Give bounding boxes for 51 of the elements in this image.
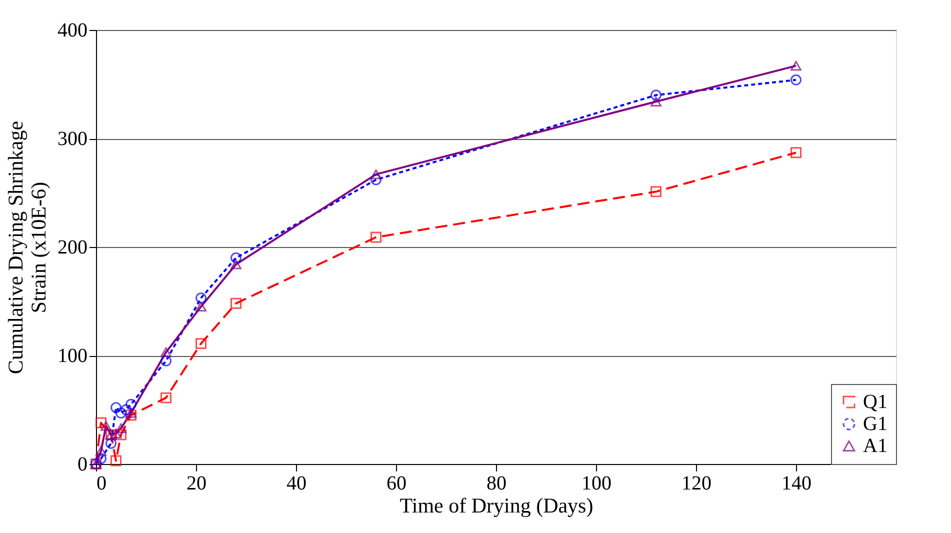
point (196, 292, 206, 304)
point (650, 90, 662, 101)
x-tick-label: 80 (486, 472, 506, 494)
point (370, 169, 382, 180)
point (160, 347, 172, 358)
x-tick-label: 140 (782, 472, 812, 494)
y-tick-label: 400 (58, 20, 88, 42)
x-tick-label: 0 (96, 472, 106, 494)
point (96, 453, 106, 464)
legend-label: Q1 (863, 391, 888, 413)
point (110, 402, 122, 414)
point (110, 428, 122, 438)
point (116, 408, 126, 418)
point (106, 438, 116, 449)
x-axis-title: Time of Drying (Days) (400, 494, 594, 518)
point (160, 355, 172, 366)
point (120, 404, 132, 416)
legend-label: A1 (863, 435, 888, 457)
point (126, 398, 136, 410)
point (790, 74, 802, 86)
point (196, 338, 206, 350)
point (126, 410, 136, 421)
legend-label: G1 (863, 413, 888, 435)
point (116, 429, 126, 440)
point (96, 417, 106, 428)
y-axis-title: Cumulative Drying Shrinkage Strain (x10E-6) (4, 120, 50, 374)
point (196, 302, 206, 312)
y-tick-label: 300 (58, 128, 88, 150)
point (370, 174, 382, 186)
point (230, 298, 242, 309)
point (160, 392, 172, 404)
y-tick-label: 0 (78, 454, 88, 476)
x-tick-label: 20 (186, 472, 206, 494)
point (650, 96, 662, 106)
x-tick-label: 40 (286, 472, 306, 494)
point (230, 260, 242, 270)
point (790, 60, 802, 71)
point (126, 408, 136, 418)
point (370, 232, 382, 243)
point (116, 423, 126, 434)
x-tick-label: 120 (682, 472, 712, 494)
x-tick-label: 60 (386, 472, 406, 494)
point (790, 147, 802, 158)
x-tick-label: 100 (582, 472, 612, 494)
point (110, 455, 122, 466)
point (100, 421, 112, 431)
point (96, 446, 106, 456)
y-tick-label: 100 (58, 345, 88, 367)
point (650, 186, 662, 198)
point (230, 252, 242, 264)
y-tick-label: 200 (58, 236, 88, 258)
